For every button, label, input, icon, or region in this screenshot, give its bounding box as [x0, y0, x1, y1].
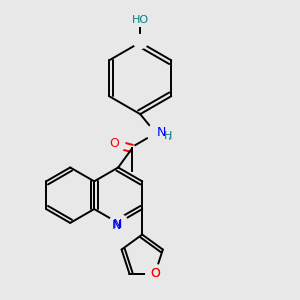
- Text: N: N: [112, 219, 121, 232]
- Text: H: H: [164, 131, 172, 141]
- Point: [155, 130, 160, 135]
- Text: O: O: [109, 137, 119, 150]
- Text: O: O: [150, 267, 160, 280]
- Point: [138, 38, 142, 43]
- Text: N: N: [157, 126, 166, 139]
- Text: O: O: [150, 267, 160, 280]
- Point: [153, 272, 158, 276]
- Text: N: N: [112, 218, 122, 231]
- Point: [116, 220, 121, 225]
- Text: N: N: [157, 126, 166, 139]
- Text: H: H: [164, 132, 172, 142]
- Point: [112, 141, 116, 146]
- Text: O: O: [109, 137, 119, 150]
- Text: HO: HO: [132, 15, 149, 26]
